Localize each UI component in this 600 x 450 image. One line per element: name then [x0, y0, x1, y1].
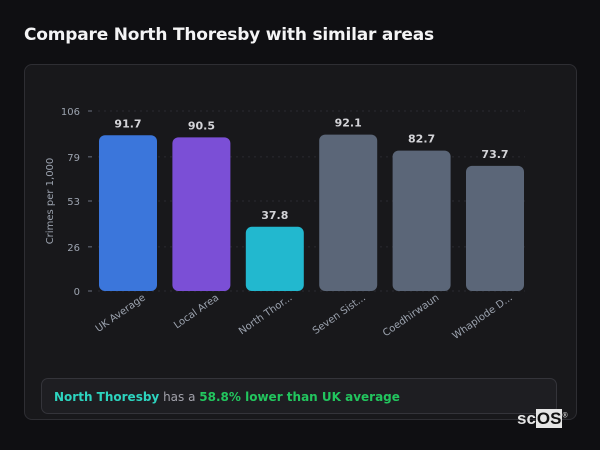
- callout-stat: 58.8% lower than UK average: [199, 390, 400, 404]
- bar: [172, 137, 231, 291]
- x-tick-label: Seven Sist...: [311, 292, 368, 337]
- value-label: 91.7: [114, 117, 141, 130]
- x-tick-label: Local Area: [172, 292, 221, 331]
- y-axis-label: Crimes per 1,000: [45, 158, 56, 245]
- y-tick-label: 106: [61, 107, 80, 118]
- bar: [99, 135, 157, 291]
- value-label: 73.7: [481, 148, 508, 161]
- y-tick-label: 0: [74, 287, 80, 298]
- value-label: 37.8: [261, 209, 288, 222]
- y-tick-label: 53: [67, 197, 80, 208]
- scos-logo: scOS®: [517, 409, 568, 428]
- x-tick-label: UK Average: [94, 292, 148, 334]
- comparison-callout: North Thoresby has a 58.8% lower than UK…: [41, 378, 557, 414]
- bar: [466, 165, 524, 291]
- x-tick-label: North Thor...: [237, 292, 294, 337]
- y-tick-label: 26: [67, 243, 80, 254]
- bar: [245, 226, 304, 291]
- y-tick-label: 79: [67, 153, 80, 164]
- callout-area: North Thoresby: [54, 390, 160, 404]
- page-title: Compare North Thoresby with similar area…: [24, 25, 434, 45]
- value-label: 90.5: [188, 119, 215, 132]
- bar: [319, 134, 378, 291]
- callout-text: has a: [163, 390, 196, 404]
- x-tick-label: Coedhirwaun: [381, 292, 441, 339]
- value-label: 92.1: [335, 117, 362, 130]
- bar: [392, 150, 451, 291]
- x-tick-label: Whaplode D...: [451, 292, 515, 341]
- value-label: 82.7: [408, 133, 435, 146]
